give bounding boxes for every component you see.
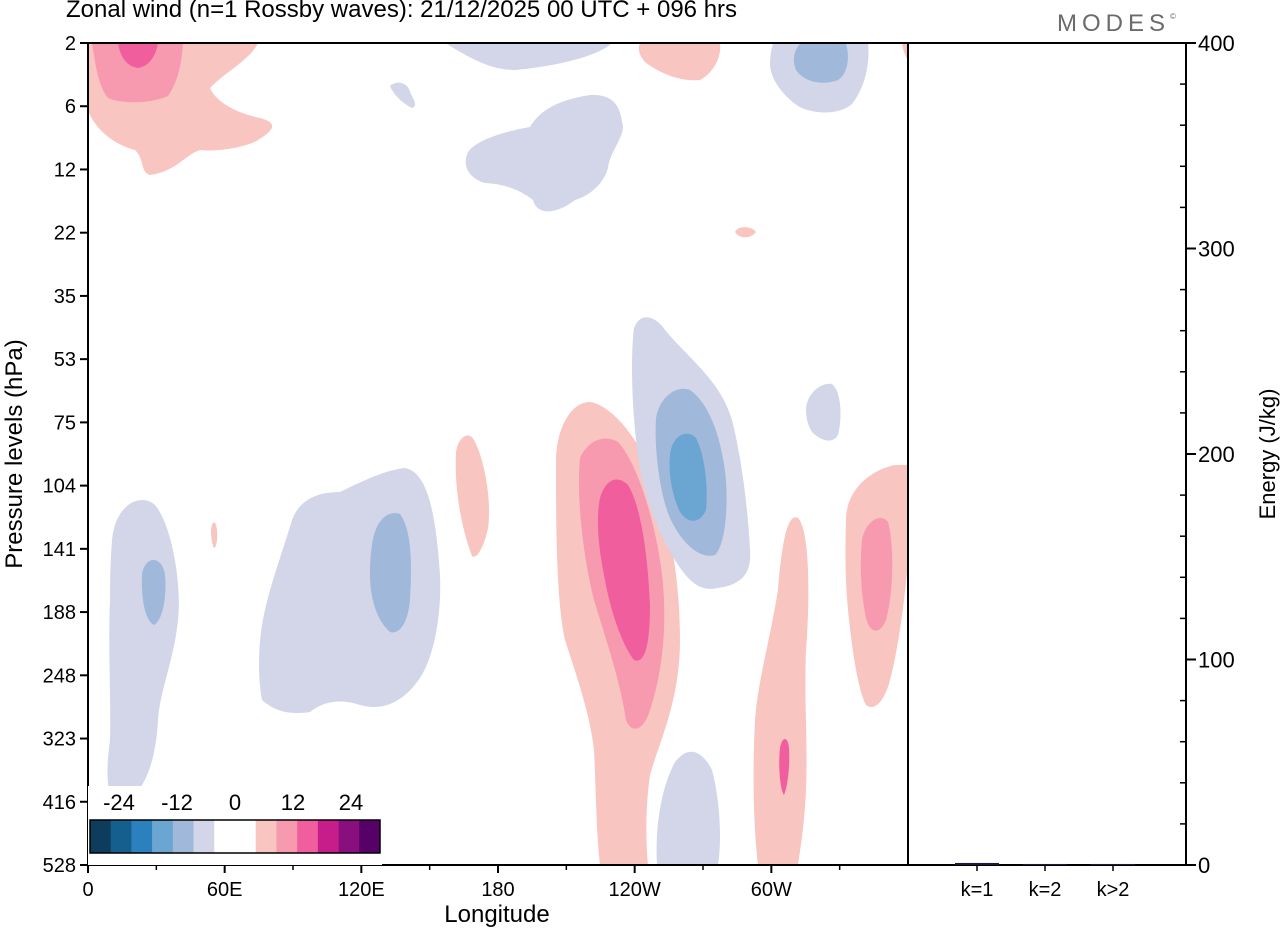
colorbar-swatch (255, 820, 277, 853)
energy-tick-label: 400 (1198, 31, 1235, 56)
x-tick-label: 120W (609, 879, 661, 901)
y-tick-label: 141 (43, 539, 76, 561)
negative-anomaly-left-column (107, 500, 179, 805)
brand-registered-mark: © (1170, 12, 1176, 21)
y-tick-label: 53 (54, 349, 76, 371)
colorbar-swatch (338, 820, 360, 853)
y-tick-label: 75 (54, 412, 76, 434)
positive-anomaly-top-corner (902, 43, 908, 60)
brand-text: MODES (1057, 10, 1171, 37)
positive-anomaly-lower-right-inner (779, 739, 790, 795)
colorbar-swatch (317, 820, 339, 853)
colorbar-swatch (297, 820, 319, 853)
chart-title: Zonal wind (n=1 Rossby waves): 21/12/202… (66, 0, 738, 23)
energy-bar (955, 862, 999, 865)
colorbar-swatch (359, 820, 381, 853)
energy-bar (1091, 863, 1135, 865)
colorbar-swatch (214, 820, 236, 853)
x-tick-label: 180 (481, 879, 514, 901)
positive-anomaly-small-left (211, 522, 218, 548)
y-tick-label: 323 (43, 729, 76, 751)
positive-anomaly-top-left-core (118, 43, 158, 68)
colorbar-swatch (172, 820, 194, 853)
energy-tick-label: 200 (1198, 442, 1235, 467)
y-tick-label: 188 (43, 602, 76, 624)
colorbar-label: 12 (281, 790, 305, 815)
y-tick-label: 22 (54, 223, 76, 245)
colorbar-swatch (110, 820, 132, 853)
y-axis-label: Pressure levels (hPa) (1, 339, 28, 568)
energy-category-label: k>2 (1097, 879, 1130, 901)
energy-category-label: k=2 (1029, 879, 1062, 901)
energy-bars: k=1 k=2 k>2 (955, 862, 1135, 901)
y-tick-label: 2 (65, 33, 76, 55)
colorbar-label: 24 (339, 790, 363, 815)
y-tick-label: 248 (43, 665, 76, 687)
y-tick-label: 6 (65, 96, 76, 118)
positive-anomaly-top-left-inner (92, 43, 183, 103)
negative-anomaly-top-center (445, 43, 612, 70)
colorbar: -24 -12 0 12 24 (88, 786, 382, 865)
negative-anomaly-upper-right-small (806, 383, 841, 441)
energy-tick-label: 300 (1198, 237, 1235, 262)
positive-anomaly-mid (455, 435, 490, 557)
colorbar-swatch (152, 820, 174, 853)
negative-anomaly-bottom (656, 751, 720, 865)
colorbar-swatch (90, 820, 112, 853)
y-tick-label: 416 (43, 792, 76, 814)
colorbar-frame (89, 819, 381, 854)
x-tick-label: 60E (207, 879, 243, 901)
energy-axis: 0 100 200 300 400 (1180, 31, 1235, 878)
y-tick-label: 528 (43, 855, 76, 877)
negative-anomaly-left-column-inner (141, 559, 166, 625)
energy-category-label: k=1 (961, 879, 994, 901)
colorbar-swatch (235, 820, 257, 853)
positive-anomaly-top-mid (638, 43, 721, 81)
colorbar-label: -12 (161, 790, 193, 815)
colorbar-label: -24 (103, 790, 135, 815)
negative-anomaly-core-center (669, 433, 707, 521)
positive-anomaly-lower-right (753, 517, 809, 865)
positive-anomaly-dot (735, 227, 756, 238)
colorbar-swatch (131, 820, 153, 853)
y-tick-label: 12 (54, 159, 76, 181)
x-axis-label: Longitude (444, 901, 549, 928)
negative-anomaly-small-blob (390, 82, 416, 108)
positive-anomaly-core-center (597, 479, 650, 661)
negative-anomaly-mid-left-inner (370, 513, 411, 633)
positive-anomaly-far-right-inner (860, 518, 893, 631)
y-tick-label: 104 (43, 476, 76, 498)
y-axis: 2 6 12 22 35 53 75 104 141 188 248 323 416 528 (43, 33, 88, 877)
x-tick-label: 120E (338, 879, 385, 901)
energy-tick-label: 100 (1198, 648, 1235, 673)
colorbar-label: 0 (229, 790, 241, 815)
x-axis: 0 60E 120E 180 120W 60W (82, 865, 841, 901)
x-tick-label: 0 (82, 879, 93, 901)
negative-anomaly-mid-left (259, 468, 441, 714)
brand-logo: MODES© (1057, 10, 1176, 38)
energy-axis-label: Energy (J/kg) (1255, 389, 1280, 520)
energy-bar (1023, 863, 1067, 865)
contour-layer (88, 43, 908, 865)
negative-anomaly-stratosphere (465, 94, 623, 212)
y-tick-label: 35 (54, 286, 76, 308)
negative-anomaly-top-right-inner (793, 44, 848, 83)
colorbar-swatch (276, 820, 298, 853)
colorbar-swatch (193, 820, 215, 853)
x-tick-label: 60W (751, 879, 792, 901)
energy-tick-label: 0 (1198, 853, 1210, 878)
